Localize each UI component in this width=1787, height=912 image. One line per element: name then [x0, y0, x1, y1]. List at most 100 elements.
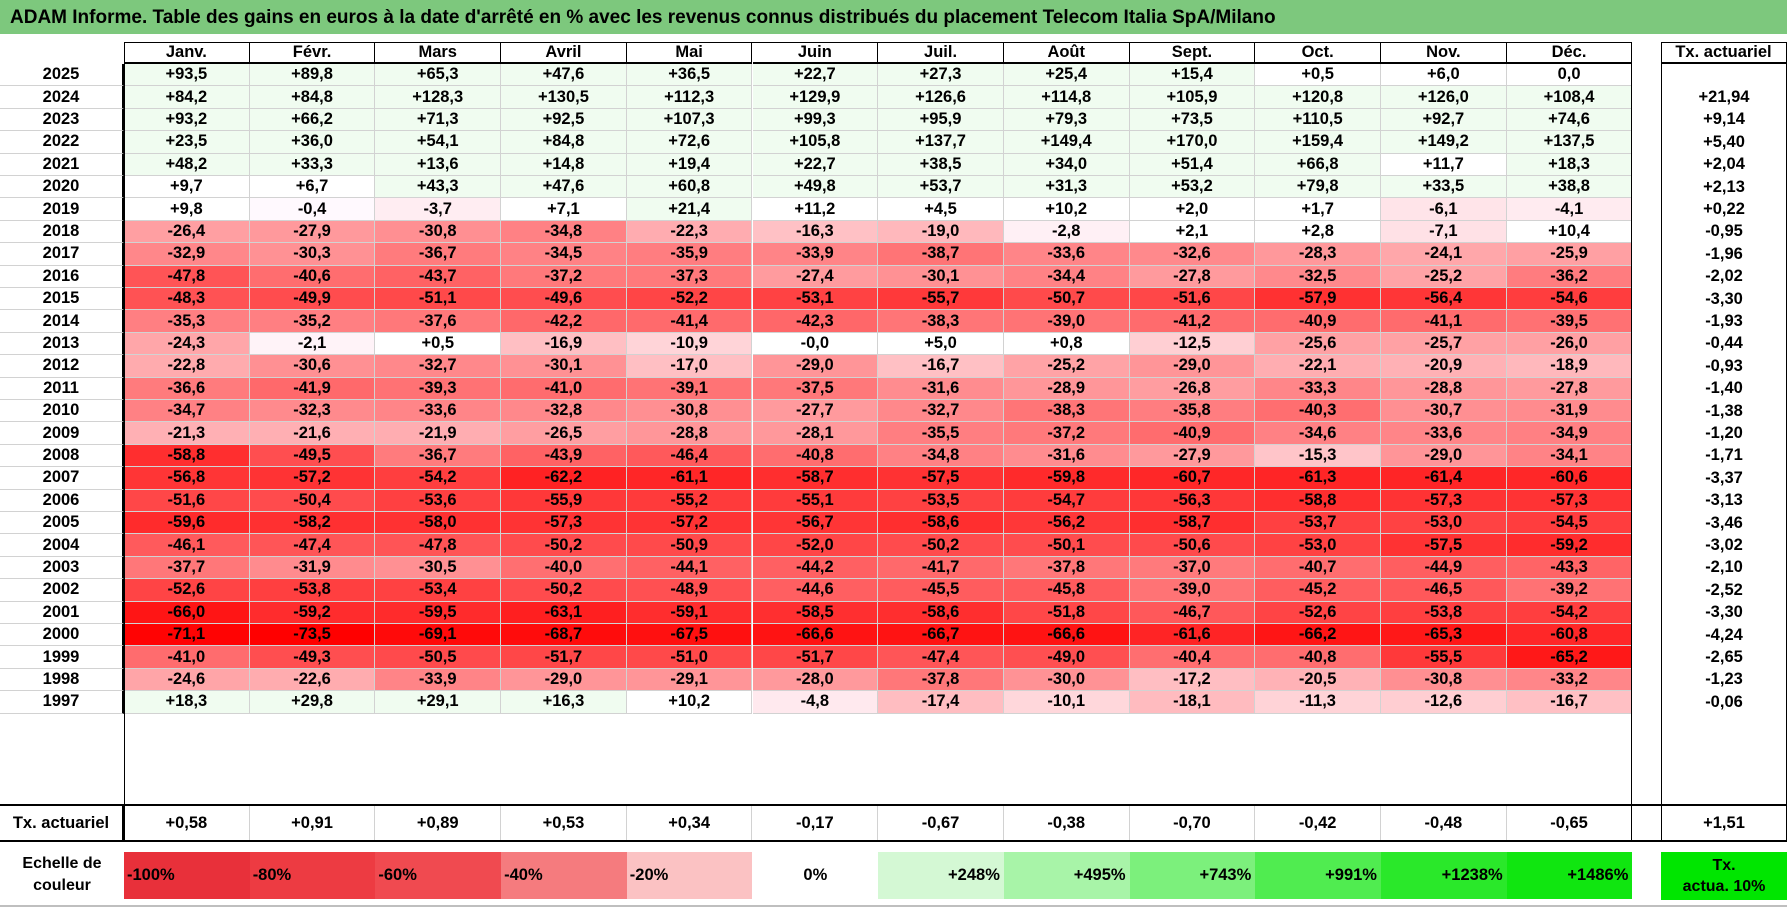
table-cell: +36,0 — [249, 131, 376, 154]
table-cell: -36,2 — [1506, 265, 1633, 288]
table-cell: -57,9 — [1255, 288, 1381, 311]
row-tx: -3,30 — [1705, 603, 1743, 622]
table-cell: -49,6 — [501, 288, 627, 311]
row-year: 2000 — [0, 624, 124, 647]
table-cell: -16,7 — [1506, 691, 1633, 714]
page-title: ADAM Informe. Table des gains en euros à… — [0, 0, 1787, 34]
table-cell: -30,8 — [1381, 668, 1507, 692]
table-cell: -66,2 — [1255, 624, 1381, 647]
table-cell: -50,2 — [501, 579, 627, 602]
table-cell: -51,6 — [124, 489, 250, 512]
table-cell: +73,5 — [1129, 108, 1256, 132]
table-cell: -48,3 — [124, 288, 250, 311]
table-cell: +9,7 — [124, 176, 250, 199]
row-tx: -2,65 — [1705, 648, 1743, 667]
table-cell: -26,5 — [501, 422, 627, 445]
scale-swatch: +495% — [1003, 852, 1130, 899]
table-cell: -16,9 — [501, 332, 627, 356]
table-cell: +2,0 — [1129, 198, 1256, 221]
table-cell: +108,4 — [1506, 86, 1633, 109]
table-cell: -41,1 — [1381, 310, 1507, 333]
table-cell: -30,3 — [249, 243, 376, 266]
table-cell: +9,8 — [124, 198, 250, 221]
table-cell: -50,7 — [1003, 288, 1130, 311]
table-cell: -28,8 — [1381, 377, 1507, 400]
table-cell: -20,9 — [1381, 355, 1507, 378]
row-year: 2003 — [0, 556, 124, 580]
month-header: Juil. — [878, 42, 1004, 64]
table-cell: -24,6 — [124, 668, 250, 692]
table-cell: +19,4 — [626, 153, 753, 176]
table-cell: -59,6 — [124, 512, 250, 535]
table-cell: +93,2 — [124, 108, 250, 132]
table-cell: -2,1 — [249, 332, 376, 356]
table-cell: -51,6 — [1129, 288, 1256, 311]
table-cell: +137,7 — [878, 131, 1004, 154]
table-cell: -51,7 — [752, 646, 879, 669]
scale-swatch: +1486% — [1506, 852, 1633, 899]
table-cell: -58,8 — [124, 444, 250, 468]
table-cell: -49,9 — [249, 288, 376, 311]
table-cell: +4,5 — [878, 198, 1004, 221]
table-cell: +114,8 — [1003, 86, 1130, 109]
table-cell: -59,8 — [1003, 467, 1130, 490]
table-cell: -53,5 — [878, 489, 1004, 512]
table-cell: -50,2 — [878, 534, 1004, 557]
table-cell: -17,4 — [878, 691, 1004, 714]
table-cell: -42,3 — [752, 310, 879, 333]
table-cell: -27,9 — [1129, 444, 1256, 468]
month-header: Mars — [375, 42, 502, 64]
table-cell: +79,8 — [1255, 176, 1381, 199]
table-cell: -49,0 — [1003, 646, 1130, 669]
tx-header: Tx. actuariel — [1661, 42, 1787, 64]
table-cell: -37,6 — [375, 310, 502, 333]
table-cell: -33,6 — [1381, 422, 1507, 445]
table-cell: -35,9 — [626, 243, 753, 266]
table-cell: +15,4 — [1129, 64, 1256, 87]
table-cell: -53,7 — [1255, 512, 1381, 535]
row-tx: -1,71 — [1705, 446, 1743, 465]
table-cell: -21,3 — [124, 422, 250, 445]
table-cell: -55,2 — [626, 489, 753, 512]
table-cell: +126,6 — [878, 86, 1004, 109]
table-cell: -50,4 — [249, 489, 376, 512]
table-cell: +105,8 — [752, 131, 879, 154]
table-cell: -25,2 — [1381, 265, 1507, 288]
row-year: 2024 — [0, 86, 124, 109]
table-cell: +2,8 — [1255, 220, 1381, 244]
row-year: 2001 — [0, 601, 124, 624]
table-cell: +120,8 — [1255, 86, 1381, 109]
table-cell: -57,3 — [1506, 489, 1633, 512]
table-cell: -57,3 — [501, 512, 627, 535]
table-cell: -33,6 — [375, 400, 502, 423]
table-cell: +11,7 — [1381, 153, 1507, 176]
table-cell: +13,6 — [375, 153, 502, 176]
table-cell: -30,5 — [375, 556, 502, 580]
scale-swatch: +743% — [1129, 852, 1256, 899]
table-cell: -56,2 — [1003, 512, 1130, 535]
color-scale-label: Echelle de couleur — [0, 850, 124, 900]
row-year: 1997 — [0, 691, 124, 714]
table-cell: +128,3 — [375, 86, 502, 109]
table-cell: -12,6 — [1381, 691, 1507, 714]
row-tx: +2,04 — [1703, 155, 1745, 174]
scale-swatch: -80% — [249, 852, 376, 899]
table-cell: +159,4 — [1255, 131, 1381, 154]
color-scale-label-line2: couleur — [33, 877, 91, 894]
table-cell: +84,8 — [249, 86, 376, 109]
totals-cell: +0,34 — [627, 805, 753, 841]
table-cell: +92,5 — [501, 108, 627, 132]
totals-cell: +0,91 — [250, 805, 376, 841]
row-year: 2004 — [0, 534, 124, 557]
table-cell: +6,0 — [1381, 64, 1507, 87]
table-cell: -40,9 — [1129, 422, 1256, 445]
month-header: Août — [1003, 42, 1130, 64]
table-cell: -34,6 — [1255, 422, 1381, 445]
table-cell: -28,1 — [752, 422, 879, 445]
table-cell: -60,8 — [1506, 624, 1633, 647]
totals-cell: -0,70 — [1130, 805, 1256, 841]
table-cell: -54,2 — [375, 467, 502, 490]
row-tx: -3,46 — [1705, 513, 1743, 532]
table-cell: -46,4 — [626, 444, 753, 468]
table-cell: -61,6 — [1129, 624, 1256, 647]
